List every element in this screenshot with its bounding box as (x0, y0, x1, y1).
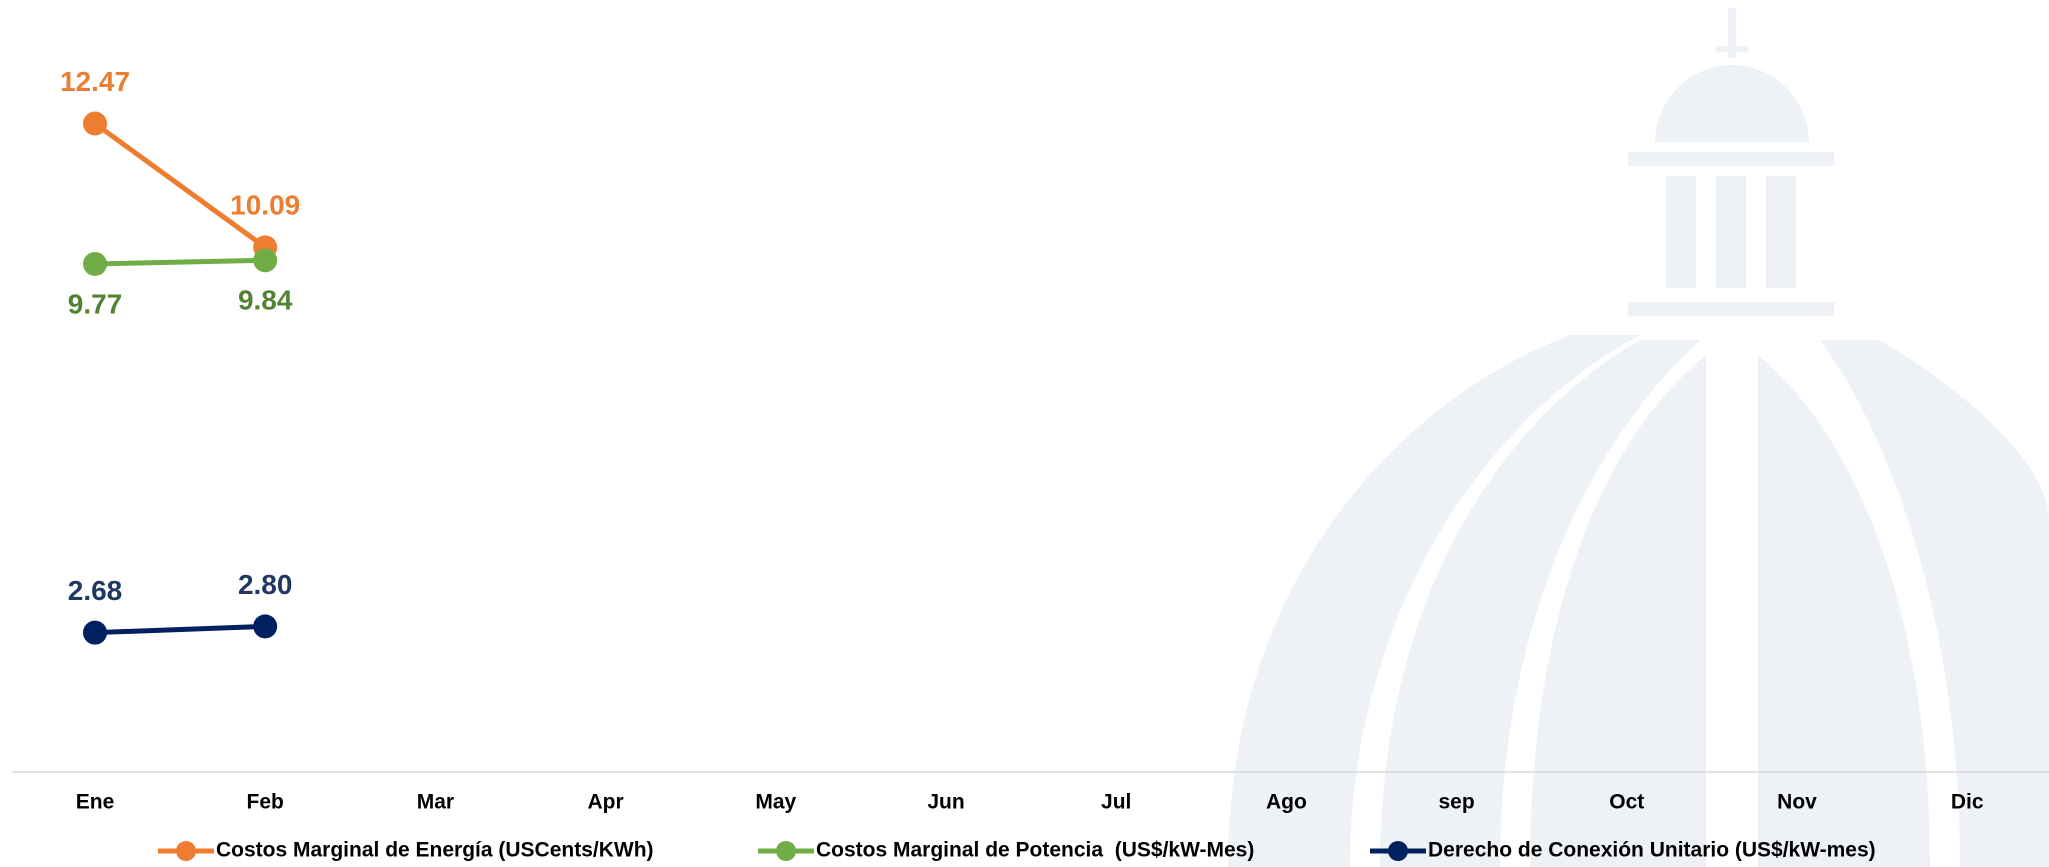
legend-marker (776, 841, 796, 861)
data-label: 9.77 (68, 288, 123, 319)
legend-marker (176, 841, 196, 861)
series-line (95, 124, 265, 248)
x-tick-label: Apr (588, 791, 624, 814)
data-label: 2.80 (238, 569, 293, 600)
data-label: 10.09 (230, 190, 300, 221)
x-tick-label: Nov (1777, 791, 1817, 814)
legend-marker (1388, 841, 1408, 861)
x-tick-label: May (755, 791, 796, 814)
legend-label: Derecho de Conexión Unitario (US$/kW-mes… (1428, 839, 1876, 862)
x-tick-label: Dic (1951, 791, 1984, 814)
series-line (95, 260, 265, 264)
data-point (83, 621, 107, 645)
series-line (95, 626, 265, 632)
legend-label: Costos Marginal de Energía (USCents/KWh) (216, 839, 654, 862)
watermark (1228, 8, 2049, 867)
chart: Ene Feb Mar Apr May Jun Jul Ago sep Oct Nov Dic 12.4… (0, 0, 2049, 867)
x-tick-label: Ene (76, 791, 115, 814)
data-point (83, 112, 107, 136)
data-point (83, 252, 107, 276)
data-point (253, 248, 277, 272)
x-tick-label: sep (1439, 791, 1475, 814)
x-tick-label: Jul (1101, 791, 1131, 814)
x-tick-label: Ago (1266, 791, 1307, 814)
data-point (253, 614, 277, 638)
x-tick-label: Mar (417, 791, 454, 814)
data-label: 12.47 (60, 66, 130, 97)
data-label: 9.84 (238, 285, 293, 316)
x-tick-label: Jun (927, 791, 964, 814)
legend-label: Costos Marginal de Potencia (US$/kW-Mes) (816, 839, 1254, 862)
data-label: 2.68 (68, 575, 123, 606)
x-tick-label: Oct (1609, 791, 1644, 814)
x-tick-label: Feb (247, 791, 284, 814)
